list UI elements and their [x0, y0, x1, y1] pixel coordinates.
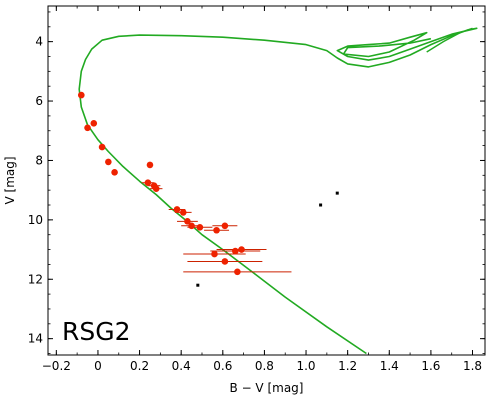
- member-points: [77, 91, 245, 276]
- x-tick-label: −0.2: [42, 359, 71, 373]
- cluster-name-annotation: RSG2: [62, 317, 131, 346]
- y-tick-label: 8: [35, 153, 43, 167]
- y-axis-label: V [mag]: [3, 156, 17, 204]
- plot-frame: [47, 5, 486, 356]
- x-axis-label: B − V [mag]: [230, 381, 304, 395]
- member-point: [105, 158, 112, 166]
- member-point: [98, 143, 106, 151]
- x-tick-label: 1.2: [338, 359, 357, 373]
- member-point: [196, 223, 204, 231]
- x-tick-label: 0: [94, 359, 102, 373]
- member-point: [231, 247, 239, 255]
- member-point: [213, 226, 220, 234]
- x-tick-label: 0.6: [213, 359, 232, 373]
- member-point: [146, 161, 154, 169]
- x-axis-ticks: −0.2 0 0.2 0.4 0.6 0.8 1.0 1.2 1.4 1.6 1.8: [42, 6, 482, 373]
- field-star-point: [196, 283, 200, 287]
- member-point: [77, 91, 85, 99]
- member-point: [179, 209, 187, 216]
- field-star-point: [335, 191, 339, 195]
- x-tick-label: 0.4: [172, 359, 191, 373]
- member-point: [111, 169, 118, 176]
- x-tick-label: 1.8: [463, 359, 482, 373]
- y-axis-ticks: 4 6 8 10 12 14: [28, 11, 485, 354]
- y-tick-label: 14: [28, 332, 43, 346]
- member-point: [90, 120, 98, 127]
- member-point: [234, 268, 241, 276]
- member-point: [152, 185, 160, 192]
- y-tick-label: 6: [35, 94, 43, 108]
- isochrone-line: [78, 27, 478, 355]
- y-tick-label: 4: [35, 35, 43, 49]
- member-point: [184, 218, 191, 225]
- member-point: [144, 179, 152, 187]
- member-point: [221, 222, 229, 230]
- member-point: [84, 124, 91, 132]
- field-star-point: [319, 203, 323, 207]
- member-point: [173, 206, 181, 213]
- member-point: [238, 246, 245, 253]
- member-point: [188, 222, 195, 230]
- x-tick-label: 1.4: [380, 359, 399, 373]
- y-tick-label: 12: [28, 272, 43, 286]
- member-point: [211, 250, 218, 258]
- isochrone-tail-line: [426, 27, 473, 53]
- x-tick-label: 1.0: [296, 359, 315, 373]
- x-tick-label: 0.8: [255, 359, 274, 373]
- x-tick-label: 0.2: [130, 359, 149, 373]
- y-tick-label: 10: [28, 213, 43, 227]
- isochrone-layer: [78, 27, 478, 355]
- member-point: [221, 258, 229, 265]
- x-tick-label: 1.6: [421, 359, 440, 373]
- field-star-points: [196, 191, 339, 287]
